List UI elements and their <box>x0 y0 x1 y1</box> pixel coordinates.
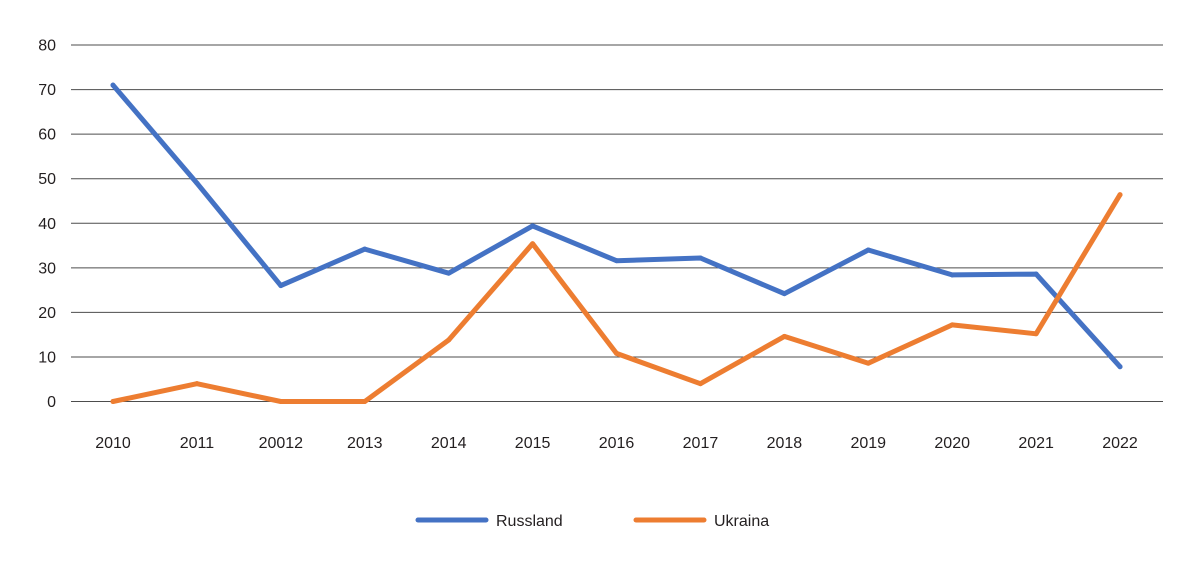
data-point-russland <box>530 223 536 229</box>
series-lines <box>110 82 1123 404</box>
y-tick-label: 10 <box>38 349 56 366</box>
data-point-ukraina <box>949 322 955 328</box>
x-tick-label: 20012 <box>259 435 304 452</box>
data-point-ukraina <box>697 381 703 387</box>
data-point-ukraina <box>614 350 620 356</box>
data-point-ukraina <box>110 399 116 404</box>
data-point-russland <box>949 272 955 278</box>
data-point-ukraina <box>278 399 284 404</box>
x-axis-tick-labels: 2010 2011 20012 2013 2014 2015 2016 2017 2018 201… <box>95 435 1138 452</box>
y-axis-tick-labels: 0 10 20 30 40 50 60 70 80 <box>38 38 56 412</box>
series-line-ukraina <box>110 192 1123 404</box>
x-tick-label: 2013 <box>347 435 383 452</box>
y-tick-label: 40 <box>38 216 56 233</box>
data-point-russland <box>697 255 703 261</box>
y-tick-label: 50 <box>38 171 56 188</box>
y-tick-label: 0 <box>47 394 56 411</box>
x-tick-label: 2017 <box>683 435 719 452</box>
legend: Russland Ukraina <box>415 513 769 530</box>
data-point-ukraina <box>1117 192 1123 198</box>
x-tick-label: 2016 <box>599 435 635 452</box>
data-point-russland <box>194 180 200 186</box>
y-tick-label: 70 <box>38 82 56 99</box>
x-tick-label: 2021 <box>1018 435 1054 452</box>
data-point-ukraina <box>530 241 536 247</box>
x-tick-label: 2010 <box>95 435 131 452</box>
data-point-ukraina <box>1033 331 1039 337</box>
data-point-russland <box>781 291 787 297</box>
data-point-russland <box>1117 364 1123 370</box>
data-point-russland <box>1033 271 1039 277</box>
x-tick-label: 2019 <box>850 435 886 452</box>
data-point-ukraina <box>781 333 787 339</box>
x-tick-label: 2011 <box>180 435 215 452</box>
x-tick-label: 2020 <box>934 435 970 452</box>
x-tick-label: 2018 <box>767 435 803 452</box>
data-point-russland <box>865 247 871 253</box>
data-point-ukraina <box>446 337 452 343</box>
data-point-ukraina <box>865 360 871 366</box>
data-point-ukraina <box>194 381 200 387</box>
data-point-russland <box>278 283 284 289</box>
legend-label-russland: Russland <box>496 513 563 530</box>
x-tick-label: 2014 <box>431 435 467 452</box>
y-tick-label: 60 <box>38 127 56 144</box>
data-point-russland <box>614 258 620 264</box>
x-tick-label: 2015 <box>515 435 551 452</box>
gridlines <box>71 44 1163 402</box>
legend-label-ukraina: Ukraina <box>714 513 769 530</box>
y-tick-label: 20 <box>38 305 56 322</box>
data-point-russland <box>110 82 116 88</box>
data-point-russland <box>362 246 368 252</box>
y-tick-label: 30 <box>38 260 56 277</box>
data-point-russland <box>446 270 452 276</box>
y-tick-label: 80 <box>38 38 56 55</box>
x-tick-label: 2022 <box>1102 435 1138 452</box>
data-point-ukraina <box>362 399 368 404</box>
